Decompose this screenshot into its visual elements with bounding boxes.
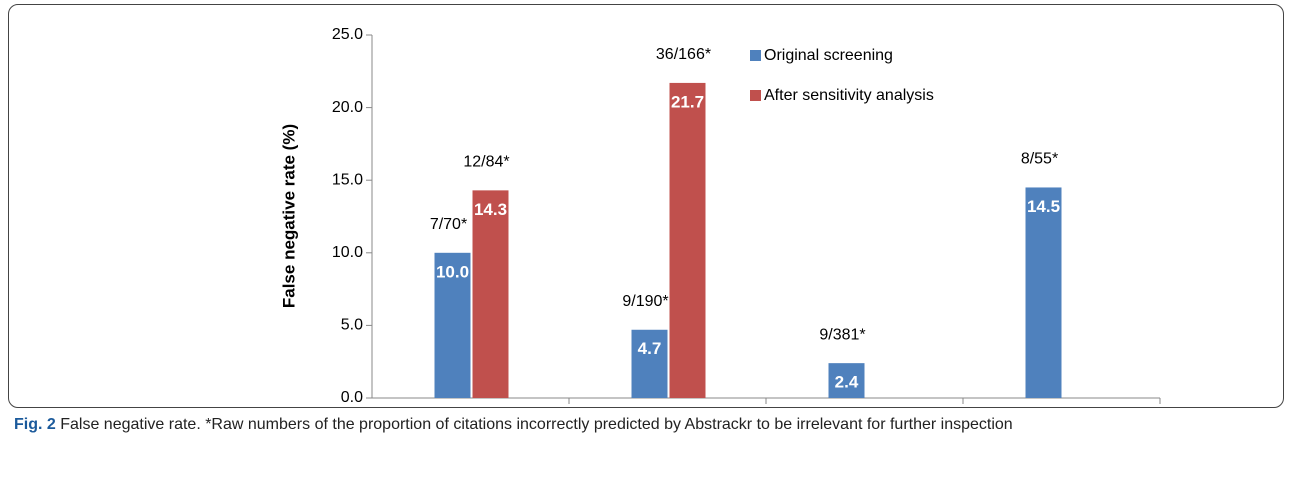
annotation: 36/166*	[656, 46, 711, 63]
legend-swatch	[750, 90, 761, 101]
y-tick-label: 0.0	[341, 389, 363, 406]
bar	[669, 82, 706, 398]
legend-swatch	[750, 50, 761, 61]
y-tick-label: 25.0	[332, 26, 363, 43]
y-tick-label: 5.0	[341, 317, 363, 334]
figure-frame	[8, 4, 1284, 408]
bar	[631, 329, 668, 398]
bar	[1025, 187, 1062, 398]
bar	[828, 363, 865, 398]
value-label: 14.5	[1027, 197, 1060, 216]
value-label: 10.0	[436, 262, 469, 281]
caption-text: False negative rate. *Raw numbers of the…	[60, 416, 1013, 433]
annotation: 12/84*	[463, 154, 509, 171]
y-tick-label: 10.0	[332, 244, 363, 261]
value-label: 2.4	[835, 373, 859, 392]
caption-label: Fig. 2	[14, 416, 56, 433]
caption: Fig. 2 False negative rate. *Raw numbers…	[14, 416, 1013, 434]
chart: False negative rate (%) 0.0 5.0 10.0 15.0 20…	[279, 26, 1161, 406]
y-tick-label: 20.0	[332, 99, 363, 116]
bar	[434, 252, 471, 398]
annotation: 8/55*	[1021, 151, 1058, 168]
annotation: 9/190*	[622, 293, 668, 310]
legend-label: Original screening	[764, 47, 893, 64]
bar	[472, 190, 509, 398]
value-label: 14.3	[474, 200, 507, 219]
value-label: 21.7	[671, 92, 704, 111]
y-tick-label: 15.0	[332, 171, 363, 188]
legend-label: After sensitivity analysis	[764, 87, 934, 104]
value-label: 4.7	[638, 339, 662, 358]
annotation: 7/70*	[430, 216, 467, 233]
annotation: 9/381*	[819, 326, 865, 343]
y-axis-title: False negative rate (%)	[279, 124, 298, 308]
